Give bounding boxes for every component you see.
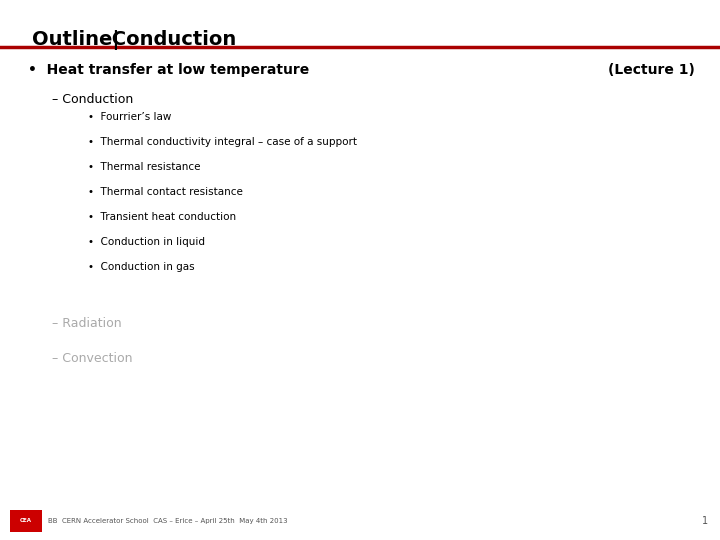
Text: •  Transient heat conduction: • Transient heat conduction [88,212,236,222]
Text: •  Fourrier’s law: • Fourrier’s law [88,112,171,122]
Text: Outline|: Outline| [32,30,120,50]
Text: 1: 1 [702,516,708,526]
Text: •  Conduction in liquid: • Conduction in liquid [88,237,205,247]
FancyBboxPatch shape [10,510,42,532]
Text: •  Thermal conductivity integral – case of a support: • Thermal conductivity integral – case o… [88,137,357,147]
Text: •  Thermal resistance: • Thermal resistance [88,162,200,172]
Text: •  Heat transfer at low temperature: • Heat transfer at low temperature [28,63,310,77]
Text: – Conduction: – Conduction [52,93,133,106]
Text: Conduction: Conduction [105,30,236,49]
Text: BB  CERN Accelerator School  CAS – Erice – April 25th  May 4th 2013: BB CERN Accelerator School CAS – Erice –… [48,518,287,524]
Text: – Convection: – Convection [52,352,132,365]
Text: •  Conduction in gas: • Conduction in gas [88,262,194,272]
Text: •  Thermal contact resistance: • Thermal contact resistance [88,187,243,197]
Text: (Lecture 1): (Lecture 1) [608,63,695,77]
Text: CEA: CEA [20,518,32,523]
Text: – Radiation: – Radiation [52,317,122,330]
